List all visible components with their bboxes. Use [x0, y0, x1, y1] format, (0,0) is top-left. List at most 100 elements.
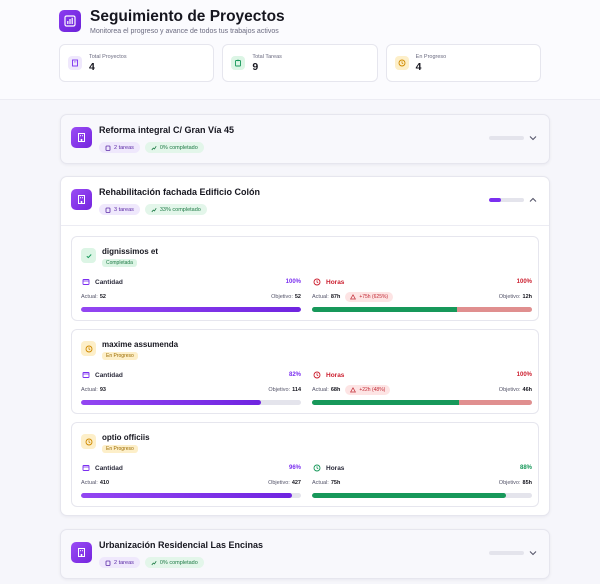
excess-badge: +75h (625%): [345, 292, 394, 302]
actual-value: 52: [99, 294, 106, 300]
stat-label: Total Proyectos: [89, 53, 127, 60]
project-name: Rehabilitación fachada Edificio Colón: [99, 187, 261, 197]
metric-label: Horas: [326, 464, 345, 472]
box-icon: [81, 371, 90, 380]
actual-label: Actual:: [312, 294, 329, 300]
metric-percent: 100%: [516, 372, 532, 378]
target-label: Objetivo:: [498, 294, 521, 300]
actual-label: Actual:: [312, 387, 329, 393]
box-icon: [81, 278, 90, 287]
project-card[interactable]: Urbanización Residencial Las Encinas 2 t…: [60, 529, 550, 579]
page-subtitle: Monitorea el progreso y avance de todos …: [90, 28, 279, 35]
project-header[interactable]: Rehabilitación fachada Edificio Colón 3 …: [61, 177, 549, 225]
clock-icon: [312, 464, 321, 473]
clipboard-icon: [105, 207, 111, 213]
target-label: Objetivo:: [268, 387, 291, 393]
actual-value: 87h: [330, 294, 341, 300]
hours-progress-bar: [312, 493, 532, 498]
hours-metric: Horas 88% Actual: 75h Objetivo: 85h: [312, 463, 532, 498]
warning-icon: [350, 294, 357, 300]
task-card: dignissimos et Completada Cantidad 100% …: [71, 236, 539, 321]
stat-total-tasks: Total Tareas 9: [222, 44, 378, 82]
project-card[interactable]: Rehabilitación fachada Edificio Colón 3 …: [60, 176, 550, 516]
metric-percent: 88%: [519, 465, 532, 471]
chart-icon: [151, 560, 157, 565]
project-card[interactable]: Reforma integral C/ Gran Vía 45 2 tareas…: [60, 114, 550, 164]
tasks-count-badge: 3 tareas: [99, 204, 140, 215]
quantity-progress-bar: [81, 307, 301, 312]
task-name: dignissimos et: [102, 247, 159, 256]
building-icon: [71, 542, 92, 563]
target-value: 46h: [522, 387, 532, 393]
clipboard-icon: [105, 560, 111, 566]
target-label: Objetivo:: [271, 294, 293, 300]
chevron-down-icon[interactable]: [528, 133, 538, 143]
hours-metric: Horas 100% Actual: 87h +75h (625%) Objeti…: [312, 277, 532, 312]
target-label: Objetivo:: [498, 480, 521, 486]
stat-value: 9: [252, 60, 259, 73]
chart-icon: [151, 207, 157, 212]
clock-icon: [312, 371, 321, 380]
metric-percent: 100%: [285, 279, 301, 285]
clock-icon: [312, 278, 321, 287]
stat-value: 4: [415, 60, 422, 73]
task-card: maxime assumenda En Progreso Cantidad 82…: [71, 329, 539, 414]
badge-label: 33% completado: [159, 206, 201, 213]
stat-label: Total Tareas: [252, 53, 282, 60]
project-name: Reforma integral C/ Gran Vía 45: [99, 125, 235, 135]
tasks-count-badge: 2 tareas: [99, 557, 140, 568]
badge-label: 2 tareas: [114, 559, 134, 566]
project-progress-bar: [489, 198, 524, 202]
excess-badge: +22h (48%): [345, 385, 391, 395]
stats-row: Total Proyectos 4 Total Tareas 9 En Prog…: [59, 44, 541, 82]
badge-label: 0% completado: [159, 559, 198, 566]
project-header[interactable]: Urbanización Residencial Las Encinas 2 t…: [61, 530, 549, 578]
actual-value: 75h: [330, 480, 341, 486]
badge-label: 2 tareas: [114, 144, 134, 151]
clock-icon: [81, 434, 96, 449]
target-label: Objetivo:: [268, 480, 290, 486]
target-value: 52: [294, 294, 301, 300]
target-label: Objetivo:: [498, 387, 521, 393]
warning-icon: [350, 387, 357, 393]
quantity-progress-bar: [81, 400, 301, 405]
hours-progress-bar: [312, 400, 532, 405]
clipboard-icon: [231, 56, 246, 70]
check-icon: [81, 248, 96, 263]
actual-value: 68h: [330, 387, 341, 393]
metric-label: Cantidad: [95, 371, 123, 379]
badge-label: 0% completado: [159, 144, 198, 151]
status-badge: En Progreso: [102, 352, 138, 360]
actual-value: 93: [99, 387, 106, 393]
metric-label: Horas: [326, 371, 345, 379]
completion-badge: 33% completado: [144, 204, 207, 215]
target-value: 12h: [522, 294, 532, 300]
completion-badge: 0% completado: [144, 142, 204, 153]
metric-percent: 100%: [516, 279, 532, 285]
target-value: 114: [292, 387, 301, 393]
project-header[interactable]: Reforma integral C/ Gran Vía 45 2 tareas…: [61, 115, 549, 163]
stat-in-progress: En Progreso 4: [385, 44, 541, 82]
metric-percent: 82%: [288, 372, 301, 378]
chevron-down-icon[interactable]: [528, 548, 538, 558]
clock-icon: [394, 56, 409, 70]
task-name: optio officiis: [102, 433, 150, 442]
project-progress-bar: [489, 551, 524, 555]
building-icon: [71, 189, 92, 210]
quantity-metric: Cantidad 82% Actual: 93 Objetivo: 114: [81, 370, 301, 405]
page-title: Seguimiento de Proyectos: [90, 8, 285, 25]
actual-label: Actual:: [81, 480, 98, 486]
quantity-metric: Cantidad 100% Actual: 52 Objetivo: 52: [81, 277, 301, 312]
stat-total-projects: Total Proyectos 4: [59, 44, 215, 82]
page-header: Seguimiento de Proyectos Monitorea el pr…: [0, 0, 600, 100]
quantity-metric: Cantidad 96% Actual: 410 Objetivo: 427: [81, 463, 301, 498]
completion-badge: 0% completado: [144, 557, 204, 568]
hours-metric: Horas 100% Actual: 68h +22h (48%) Objetiv…: [312, 370, 532, 405]
chevron-up-icon[interactable]: [528, 195, 538, 205]
metric-label: Cantidad: [95, 464, 123, 472]
stat-value: 4: [89, 60, 95, 73]
excess-text: +75h (625%): [359, 294, 389, 300]
actual-value: 410: [99, 480, 110, 486]
quantity-progress-bar: [81, 493, 301, 498]
chart-icon: [151, 145, 157, 150]
